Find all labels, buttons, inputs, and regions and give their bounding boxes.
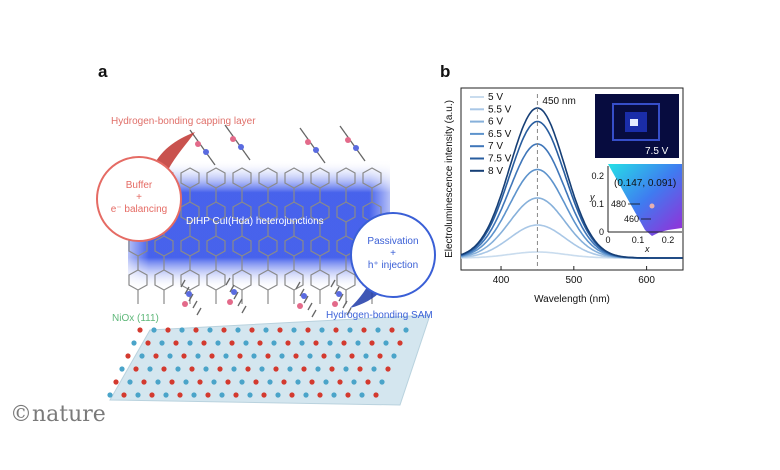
- buffer-title: Buffer: [125, 180, 153, 191]
- niox-slab: [107, 314, 431, 406]
- passivation-title: Passivation: [367, 236, 419, 247]
- buffer-subtitle: e⁻ balancing: [110, 204, 168, 215]
- passivation-plus: +: [390, 248, 396, 259]
- passivation-bubble: Passivation + h⁺ injection: [350, 212, 436, 298]
- panel-a-label: a: [98, 62, 108, 81]
- buffer-bubble: Buffer + e⁻ balancing: [96, 156, 182, 242]
- niox-label: NiOx (111): [112, 313, 159, 324]
- passivation-subtitle: h⁺ injection: [367, 260, 419, 271]
- capping-layer-label: Hydrogen-bonding capping layer: [111, 116, 256, 127]
- panel-b-label: b: [440, 62, 451, 81]
- buffer-plus: +: [136, 192, 142, 203]
- nature-brand: ©nature: [10, 402, 106, 427]
- capping-layer-molecules: [189, 124, 366, 166]
- heterojunction-label: DIHP CuI(Hda) heterojunctions: [186, 216, 324, 227]
- sam-label: Hydrogen-bonding SAM: [326, 310, 433, 321]
- sam-molecules: [180, 277, 352, 318]
